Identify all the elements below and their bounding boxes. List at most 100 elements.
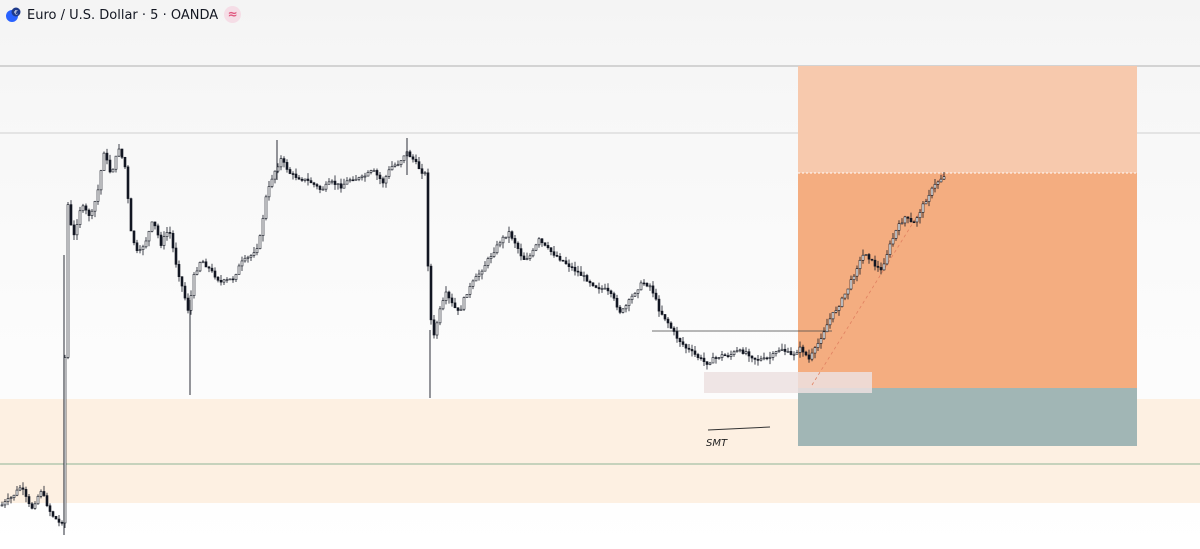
candle-body-142 (426, 172, 430, 267)
candle-body-278 (834, 310, 838, 313)
candle-body-221 (663, 314, 667, 320)
candle-body-19 (57, 518, 61, 523)
candle-body-57 (171, 233, 175, 249)
candle-body-103 (309, 180, 313, 184)
candle-body-22 (66, 204, 70, 358)
candle-body-2 (6, 498, 10, 502)
candle-body-136 (408, 151, 412, 158)
candle-body-170 (510, 231, 514, 239)
candle-body-217 (651, 285, 655, 294)
candle-body-226 (678, 338, 682, 343)
candle-body-314 (942, 176, 946, 180)
candle-body-181 (543, 242, 547, 246)
candle-body-141 (423, 172, 427, 175)
candle-body-200 (600, 288, 604, 290)
candle-body-227 (681, 341, 685, 345)
smt-label: SMT (706, 438, 728, 449)
candle-body-299 (897, 223, 901, 231)
candle-body-309 (927, 195, 931, 202)
candle-body-233 (699, 357, 703, 359)
candle-body-9 (27, 496, 31, 505)
candle-series (0, 138, 946, 535)
candle-body-279 (837, 306, 841, 311)
candle-body-89 (267, 186, 271, 198)
candle-body-171 (513, 238, 517, 244)
smt-line (707, 426, 771, 431)
candle-body-234 (702, 357, 706, 362)
market-status-badge[interactable]: ≈ (224, 6, 241, 23)
candle-body-224 (672, 327, 676, 332)
candle-body-35 (105, 152, 109, 161)
candle-body-88 (264, 196, 268, 219)
candle-body-82 (246, 256, 250, 259)
candle-body-53 (159, 234, 163, 246)
candle-body-260 (780, 348, 784, 351)
candle-body-69 (207, 266, 211, 269)
candle-body-301 (903, 216, 907, 224)
candle-body-68 (204, 261, 208, 268)
candle-body-291 (873, 259, 877, 267)
candle-body-86 (258, 235, 262, 249)
candle-body-298 (894, 230, 898, 239)
candle-body-119 (357, 177, 361, 180)
candle-body-62 (186, 297, 190, 311)
candle-body-38 (114, 155, 118, 170)
candle-body-96 (288, 169, 292, 174)
candle-body-262 (786, 351, 790, 353)
candle-body-284 (852, 275, 856, 280)
candle-body-36 (108, 159, 112, 173)
candle-body-259 (777, 350, 781, 353)
candle-body-117 (351, 179, 355, 182)
profit-target-zone (798, 173, 1137, 388)
candle-body-297 (891, 238, 895, 245)
candle-body-161 (483, 265, 487, 272)
candle-body-99 (297, 177, 301, 180)
candle-body-296 (888, 243, 892, 255)
candle-body-280 (840, 297, 844, 307)
candle-body-186 (558, 255, 562, 261)
candle-body-45 (135, 242, 139, 251)
candle-body-303 (909, 218, 913, 223)
candle-body-212 (636, 289, 640, 294)
candle-body-112 (336, 183, 340, 186)
candle-body-263 (789, 351, 793, 355)
candle-body-250 (750, 355, 754, 359)
candle-body-130 (390, 166, 394, 171)
candle-body-306 (918, 212, 922, 219)
candle-body-162 (486, 258, 490, 266)
candle-body-106 (318, 185, 322, 190)
candle-body-156 (468, 286, 472, 295)
candle-body-213 (639, 282, 643, 291)
candle-body-109 (327, 181, 331, 185)
symbol-title[interactable]: Euro / U.S. Dollar · 5 · OANDA (27, 8, 219, 23)
candle-body-275 (825, 324, 829, 333)
candle-body-308 (924, 201, 928, 205)
candle-body-271 (813, 347, 817, 354)
candle-body-222 (666, 318, 670, 324)
candle-body-121 (363, 175, 367, 178)
candle-body-272 (816, 343, 820, 348)
candle-body-203 (609, 290, 613, 294)
candle-body-123 (369, 170, 373, 173)
candle-body-84 (252, 252, 256, 256)
candle-body-10 (30, 503, 34, 509)
candle-body-148 (444, 291, 448, 301)
candle-body-118 (354, 178, 358, 181)
candle-body-4 (12, 494, 16, 498)
candle-body-208 (624, 305, 628, 310)
candle-body-125 (375, 170, 379, 176)
candle-body-30 (90, 210, 94, 216)
candle-body-239 (717, 357, 721, 359)
candle-body-273 (819, 338, 823, 344)
candle-body-71 (213, 270, 217, 278)
candle-body-43 (129, 198, 133, 232)
candle-body-7 (21, 487, 25, 490)
candle-body-225 (675, 331, 679, 339)
candle-body-216 (648, 285, 652, 288)
candle-body-178 (534, 244, 538, 251)
candle-body-33 (99, 170, 103, 191)
candle-body-283 (849, 279, 853, 290)
candle-body-261 (783, 348, 787, 352)
candle-body-128 (384, 176, 388, 184)
